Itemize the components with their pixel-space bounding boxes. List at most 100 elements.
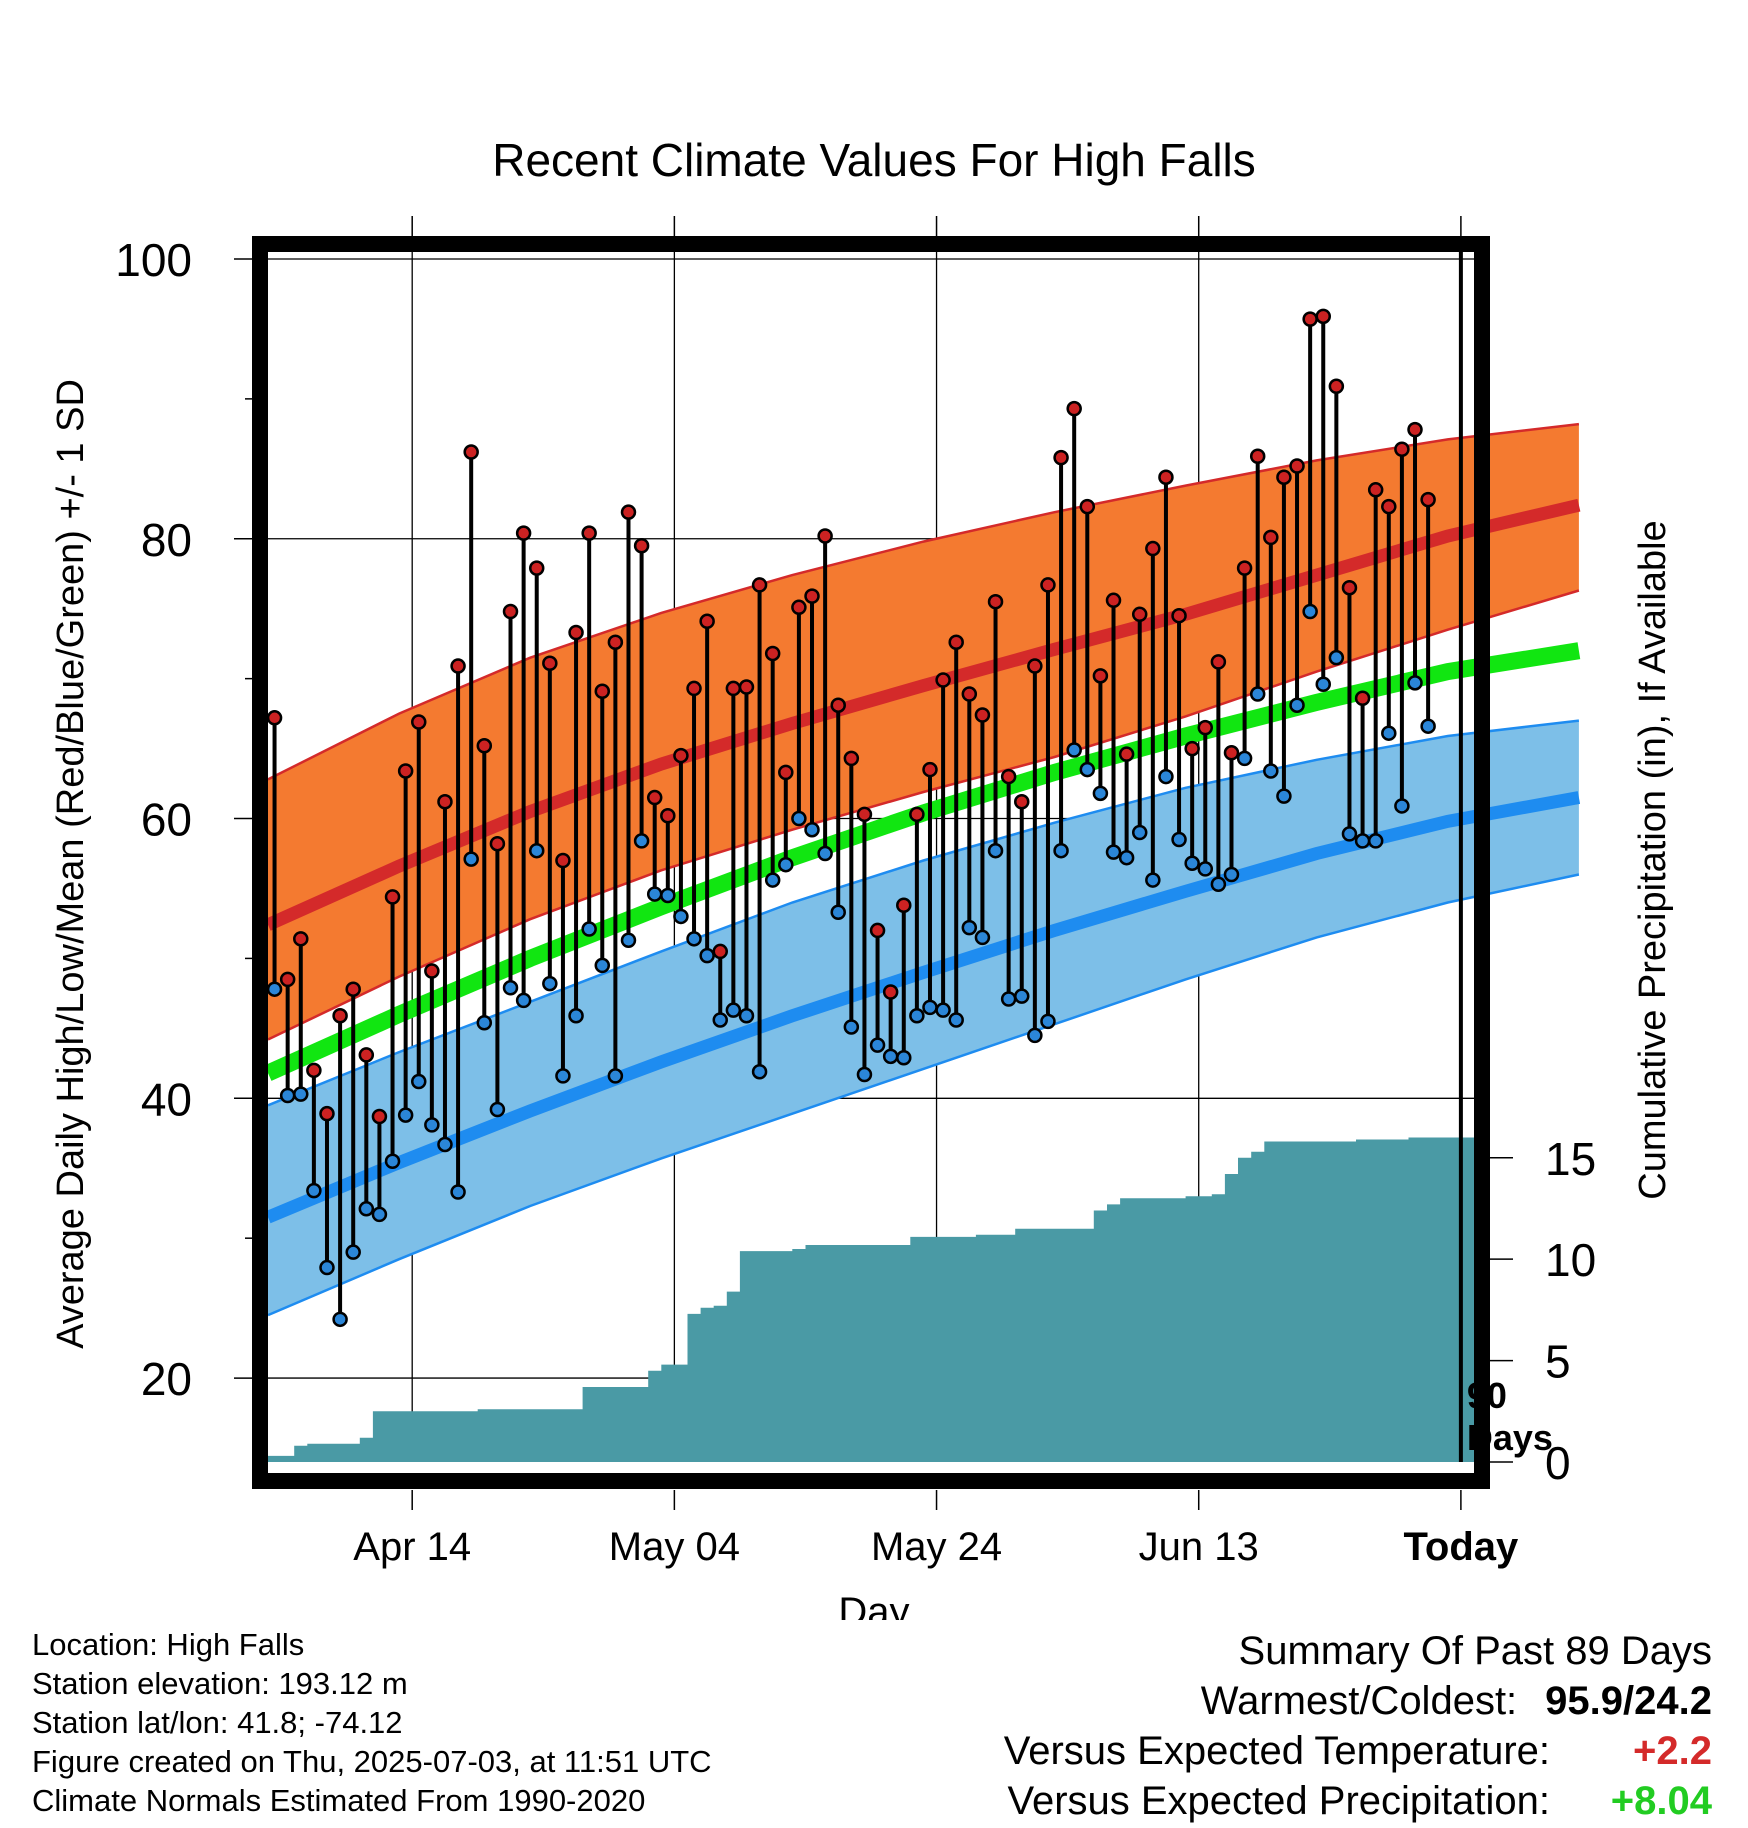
high-point [843, 750, 860, 767]
day-observation [1302, 311, 1318, 620]
low-point [319, 1259, 335, 1276]
low-point [896, 1049, 912, 1066]
low-point [371, 1206, 388, 1223]
low-point [1171, 831, 1187, 848]
low-point [463, 851, 479, 867]
temp-value: +2.2 [1633, 1729, 1712, 1773]
high-point [961, 686, 978, 702]
day-observation [607, 634, 624, 1084]
axes: 20 40 60 80 100 0 5 10 15 Apr 14 May 04 May 24 Jun 1… [50, 216, 1674, 1620]
high-point [450, 658, 466, 674]
day-observation [948, 634, 964, 1028]
high-point [856, 806, 873, 823]
high-point [764, 645, 781, 662]
high-point [1171, 607, 1187, 624]
high-point [882, 984, 899, 1000]
low-point [882, 1048, 899, 1065]
high-point [712, 943, 728, 960]
low-point [699, 947, 715, 964]
high-point [515, 525, 532, 541]
day-observation [791, 599, 807, 827]
high-point [778, 764, 794, 781]
high-point [1328, 378, 1345, 395]
low-point [1000, 991, 1017, 1007]
day-observation [568, 624, 584, 1024]
y2-tick-label: 0 [1545, 1437, 1571, 1489]
day-observation [699, 613, 715, 964]
low-point [555, 1068, 571, 1084]
low-point [1197, 861, 1214, 877]
day-observation [266, 710, 283, 997]
high-point [476, 738, 493, 754]
day-observation [293, 931, 309, 1102]
day-observation [660, 807, 676, 904]
low-point [437, 1136, 453, 1153]
low-point [1105, 844, 1122, 860]
y-axis-label: Average Daily High/Low/Mean (Red/Blue/Gr… [50, 379, 92, 1349]
low-point [1118, 849, 1135, 866]
low-point [673, 908, 689, 925]
x-axis-label: Day [838, 1590, 909, 1620]
day-observation [319, 1105, 335, 1276]
summary-warmest-row: Warmest/Coldest: 95.9/24.2 [1004, 1676, 1712, 1726]
low-point [515, 992, 532, 1009]
low-point [1249, 686, 1266, 702]
high-point [1066, 400, 1082, 417]
low-point [1014, 988, 1030, 1004]
station-info: Location: High Falls Station elevation: … [32, 1625, 712, 1820]
low-point [424, 1117, 440, 1133]
day-observation [411, 714, 427, 1090]
precipitation-area [268, 1131, 1474, 1462]
high-point [922, 761, 938, 778]
summary-precip-row: Versus Expected Precipitation: +8.04 [1004, 1776, 1712, 1826]
low-point [1354, 833, 1371, 849]
low-point [922, 999, 938, 1016]
high-point [620, 504, 637, 520]
y-tick-label: 80 [141, 514, 192, 566]
day-observation [1276, 469, 1292, 804]
day-observation [332, 1008, 348, 1328]
day-observation [830, 697, 846, 921]
high-point [1184, 740, 1200, 757]
low-point [1027, 1027, 1043, 1044]
temp-label: Versus Expected Temperature: [1003, 1729, 1550, 1773]
high-point [437, 793, 453, 810]
low-point [1328, 649, 1345, 666]
high-point [384, 889, 401, 905]
high-point [791, 599, 807, 616]
high-point [319, 1105, 335, 1122]
high-point [673, 747, 689, 764]
y2-tick-label: 15 [1545, 1133, 1596, 1185]
day-observation [1249, 448, 1266, 702]
low-point [279, 1087, 296, 1104]
low-point [358, 1201, 375, 1217]
day-observation [686, 680, 702, 947]
high-point [463, 444, 479, 460]
location-text: Location: High Falls [32, 1627, 305, 1662]
day-observation [1394, 441, 1410, 814]
high-point [974, 707, 991, 723]
low-point [830, 904, 846, 921]
high-point [1210, 654, 1227, 670]
low-point [778, 856, 794, 873]
high-point [1249, 448, 1266, 464]
high-point [542, 655, 558, 672]
day-observation [1079, 498, 1096, 778]
high-point [1118, 746, 1135, 762]
low-point [1223, 866, 1240, 883]
day-observation [384, 889, 401, 1169]
high-point [1407, 421, 1423, 438]
warmest-label: Warmest/Coldest: [1200, 1679, 1518, 1723]
low-point [817, 845, 833, 862]
high-point [1197, 719, 1214, 736]
low-point [411, 1073, 427, 1090]
low-point [646, 886, 663, 902]
high-point [306, 1062, 322, 1079]
day-observation [1066, 400, 1082, 758]
high-point [1420, 491, 1436, 508]
low-point [345, 1244, 361, 1260]
day-observation [515, 525, 532, 1009]
day-observation [581, 525, 597, 937]
high-point [502, 603, 519, 620]
low-point [1066, 742, 1082, 758]
